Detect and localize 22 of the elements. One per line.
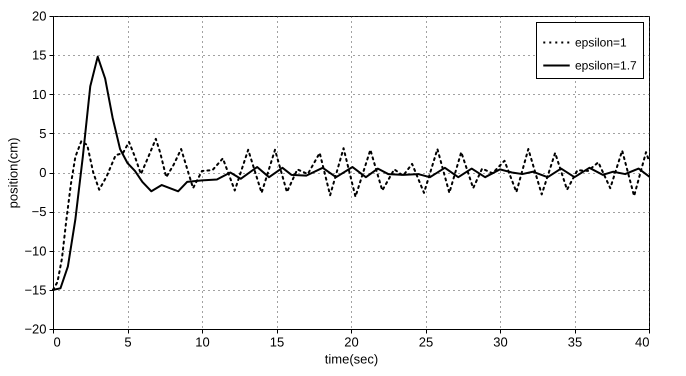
y-tick-label: −15	[24, 282, 46, 298]
x-tick-label: 35	[568, 334, 582, 350]
y-tick-label: 0	[39, 165, 46, 180]
y-tick-label: 15	[32, 48, 46, 63]
x-axis-title: time(sec)	[324, 352, 378, 366]
y-axis-title: position(cm)	[5, 138, 20, 208]
x-tick-label: 5	[124, 334, 132, 350]
legend-label: epsilon=1.7	[575, 58, 638, 72]
legend-label: epsilon=1	[575, 36, 628, 50]
x-tick-label: 25	[418, 334, 434, 350]
x-tick-label: 10	[195, 334, 210, 350]
y-tick-label: −20	[24, 322, 46, 336]
x-tick-label: 20	[344, 334, 359, 350]
x-tick-label: 40	[635, 334, 650, 350]
y-tick-label: 5	[39, 126, 46, 141]
y-tick-label: 10	[32, 86, 46, 102]
x-tick-label: 15	[270, 334, 284, 350]
x-tick-label: 30	[493, 334, 508, 350]
y-tick-label: −10	[24, 243, 46, 258]
y-tick-label: 20	[32, 8, 46, 24]
x-tick-label: 0	[54, 334, 61, 350]
y-tick-label: −5	[32, 204, 46, 220]
